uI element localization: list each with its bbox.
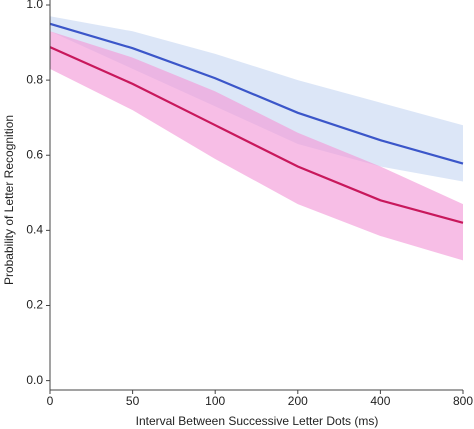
- x-tick-label: 400: [370, 394, 390, 408]
- y-tick-label: 0.8: [26, 72, 43, 86]
- line: [49, 46, 464, 224]
- x-tick-label: 800: [453, 394, 473, 408]
- x-tick-label: 200: [288, 394, 308, 408]
- x-tick-label: 100: [205, 394, 225, 408]
- x-tick-label: 0: [47, 394, 54, 408]
- x-axis-label: Interval Between Successive Letter Dots …: [136, 414, 379, 428]
- x-tick-label: 50: [126, 394, 140, 408]
- line: [49, 22, 464, 165]
- y-tick-label: 0.0: [26, 373, 43, 387]
- y-axis-label: Probability of Letter Recognition: [2, 115, 16, 285]
- y-tick-label: 0.4: [26, 223, 43, 237]
- confidence-band: [50, 16, 463, 182]
- y-tick-label: 0.6: [26, 147, 43, 161]
- y-tick-label: 1.0: [26, 0, 43, 11]
- y-tick-label: 0.2: [26, 298, 43, 312]
